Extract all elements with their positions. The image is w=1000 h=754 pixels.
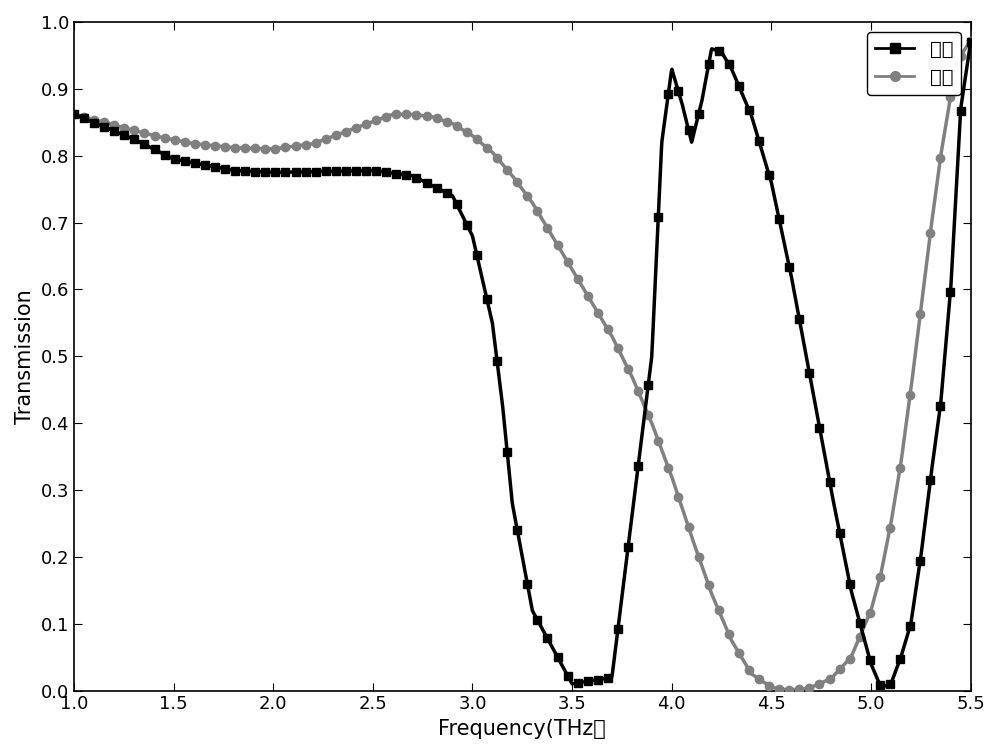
X-axis label: Frequency(THz）: Frequency(THz） xyxy=(438,719,606,739)
Legend: 常温, 高温: 常温, 高温 xyxy=(867,32,961,95)
Y-axis label: Transmission: Transmission xyxy=(15,289,35,424)
